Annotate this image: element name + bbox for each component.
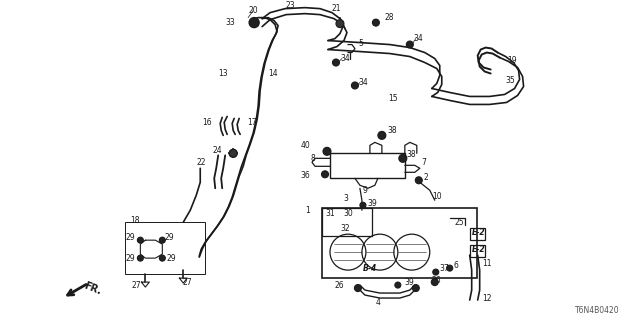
Circle shape [372, 19, 380, 26]
Text: 34: 34 [358, 78, 367, 87]
Text: 33: 33 [225, 18, 235, 27]
Circle shape [406, 41, 413, 48]
Circle shape [433, 269, 439, 275]
Text: 29: 29 [166, 254, 176, 263]
Circle shape [395, 282, 401, 288]
Text: 20: 20 [248, 6, 258, 15]
Text: 34: 34 [340, 54, 349, 63]
Text: 26: 26 [334, 281, 344, 290]
Text: 4: 4 [376, 298, 380, 307]
Text: 22: 22 [196, 158, 206, 167]
Text: 30: 30 [343, 209, 353, 218]
Circle shape [321, 171, 328, 178]
Text: 12: 12 [483, 293, 492, 302]
Text: 39: 39 [368, 199, 378, 208]
Circle shape [229, 149, 237, 157]
Text: 23: 23 [285, 1, 295, 10]
Text: 27: 27 [132, 281, 141, 290]
Text: 21: 21 [332, 4, 340, 13]
Circle shape [159, 237, 165, 243]
Bar [470, 228, 484, 240]
Circle shape [138, 237, 143, 243]
Circle shape [351, 82, 358, 89]
Text: 5: 5 [358, 39, 363, 48]
Text: 37: 37 [440, 264, 449, 273]
Text: E-2: E-2 [472, 228, 485, 237]
Text: 19: 19 [508, 56, 517, 65]
Text: 2: 2 [424, 173, 429, 182]
Text: 14: 14 [268, 69, 278, 78]
Text: 29: 29 [125, 254, 136, 263]
Text: 25: 25 [455, 218, 465, 227]
Circle shape [360, 202, 366, 208]
Text: 13: 13 [219, 69, 228, 78]
Text: 32: 32 [340, 224, 349, 233]
Text: 9: 9 [363, 186, 368, 195]
Text: 28: 28 [385, 13, 394, 22]
Text: 29: 29 [125, 233, 136, 242]
Text: 35: 35 [506, 76, 515, 85]
Circle shape [412, 284, 419, 292]
Text: 18: 18 [131, 216, 140, 225]
Text: 15: 15 [388, 94, 397, 103]
Text: 24: 24 [212, 146, 222, 155]
Circle shape [159, 255, 165, 261]
Bar [322, 208, 477, 278]
Circle shape [355, 284, 362, 292]
Circle shape [332, 59, 339, 66]
Text: 10: 10 [432, 192, 442, 201]
Circle shape [336, 20, 344, 28]
Bar [330, 153, 405, 178]
Text: 31: 31 [325, 209, 335, 218]
Text: 36: 36 [300, 171, 310, 180]
Bar [470, 245, 484, 257]
Text: B-4: B-4 [363, 264, 377, 273]
Circle shape [378, 132, 386, 140]
Text: 17: 17 [247, 118, 257, 127]
Text: 16: 16 [203, 118, 212, 127]
Text: 8: 8 [310, 154, 315, 163]
Text: 26: 26 [432, 276, 442, 284]
Text: 34: 34 [414, 34, 424, 43]
Text: FR.: FR. [83, 281, 103, 297]
Text: 1: 1 [305, 206, 310, 215]
Text: 29: 29 [164, 233, 174, 242]
Text: 38: 38 [388, 126, 397, 135]
Circle shape [399, 154, 407, 162]
Text: 27: 27 [182, 277, 192, 287]
Text: 39: 39 [405, 277, 415, 287]
Text: 40: 40 [300, 141, 310, 150]
Circle shape [323, 147, 331, 155]
Text: E-2: E-2 [472, 245, 485, 254]
Bar [125, 222, 205, 274]
Circle shape [249, 18, 259, 28]
Text: 38: 38 [407, 150, 417, 159]
Text: 7: 7 [422, 158, 427, 167]
Text: T6N4B0420: T6N4B0420 [575, 306, 620, 315]
Text: 6: 6 [454, 260, 459, 270]
Circle shape [138, 255, 143, 261]
Circle shape [447, 265, 452, 271]
Circle shape [415, 177, 422, 184]
Circle shape [431, 279, 438, 285]
Text: 3: 3 [343, 194, 348, 203]
Bar [322, 208, 372, 236]
Text: 11: 11 [483, 259, 492, 268]
